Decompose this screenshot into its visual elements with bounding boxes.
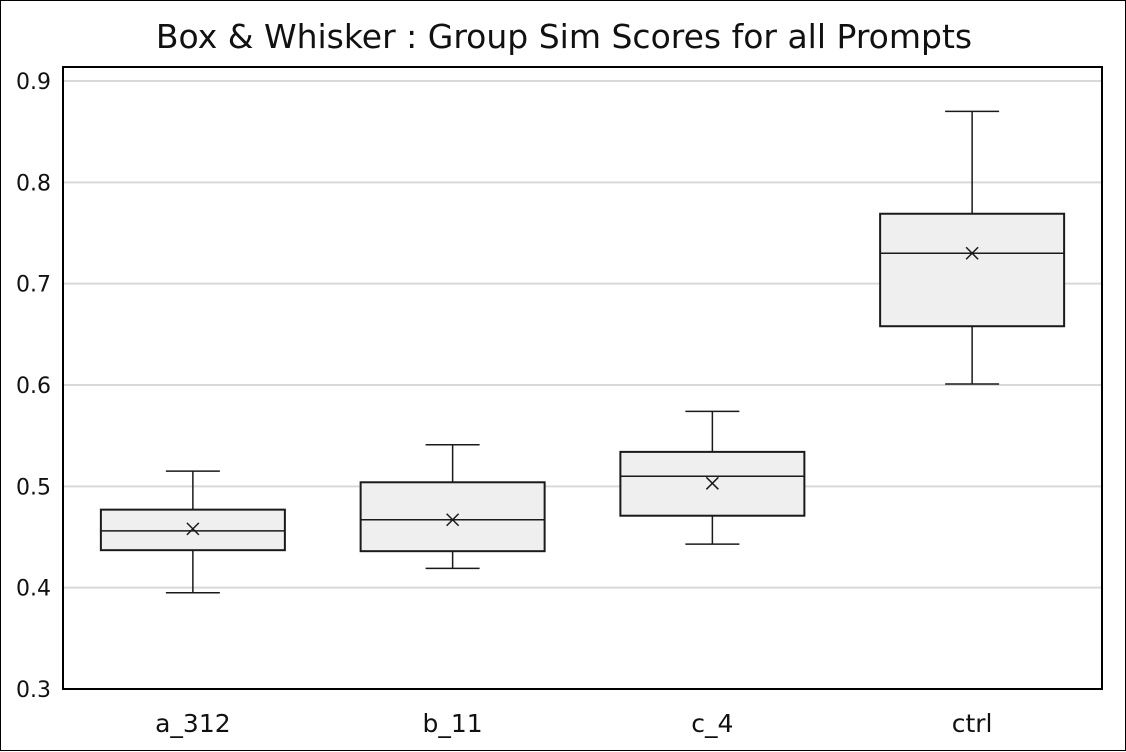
y-tick-label: 0.5 bbox=[16, 475, 51, 500]
y-tick-label: 0.3 bbox=[16, 678, 51, 703]
x-tick-label: b_11 bbox=[423, 709, 483, 738]
gridlines bbox=[63, 80, 1102, 589]
x-tick-label: a_312 bbox=[155, 709, 231, 738]
y-axis-ticks: 0.3 0.4 0.5 0.6 0.7 0.8 0.9 bbox=[16, 70, 51, 703]
box-group-ctrl bbox=[879, 110, 1066, 385]
y-tick-label: 0.6 bbox=[16, 374, 51, 399]
box-group-b_11 bbox=[359, 444, 546, 570]
x-tick-label: ctrl bbox=[952, 709, 993, 738]
boxes bbox=[99, 110, 1066, 594]
mean-marker bbox=[705, 476, 719, 490]
y-tick-label: 0.9 bbox=[16, 70, 51, 95]
x-axis-ticks: a_312 b_11 c_4 ctrl bbox=[155, 709, 992, 738]
box-group-c_4 bbox=[619, 410, 806, 545]
iqr-box bbox=[879, 212, 1066, 328]
mean-marker bbox=[965, 246, 979, 260]
x-tick-label: c_4 bbox=[691, 709, 733, 738]
plot-area bbox=[62, 66, 1103, 690]
chart-title: Box & Whisker : Group Sim Scores for all… bbox=[156, 17, 972, 56]
mean-marker bbox=[446, 513, 460, 527]
y-tick-label: 0.7 bbox=[16, 273, 51, 298]
box-group-a_312 bbox=[99, 470, 286, 594]
mean-marker bbox=[186, 522, 200, 536]
iqr-box bbox=[359, 481, 546, 553]
y-tick-label: 0.4 bbox=[16, 577, 51, 602]
y-tick-label: 0.8 bbox=[16, 171, 51, 196]
